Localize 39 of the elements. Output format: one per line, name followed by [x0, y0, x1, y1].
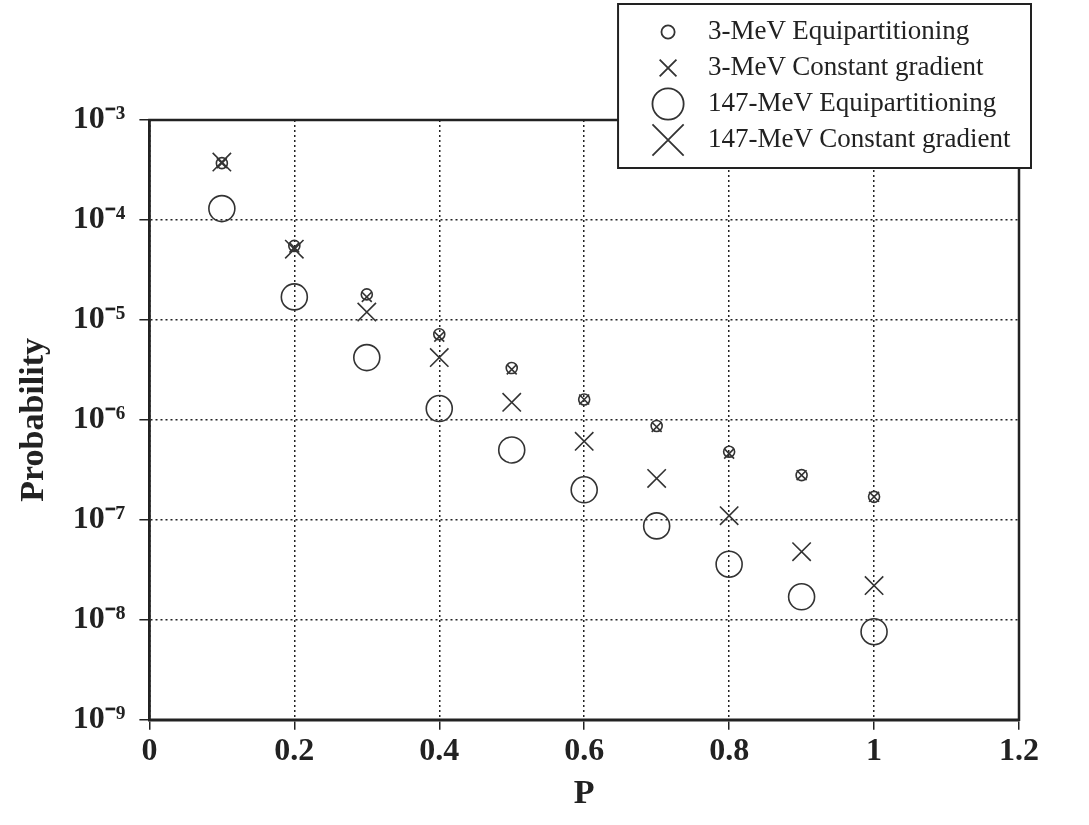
x-tick-label: 0.6 — [564, 731, 605, 768]
y-tick-label: 10⁻⁶ — [72, 399, 126, 436]
point — [715, 550, 743, 579]
y-tick-label: 10⁻³ — [72, 99, 126, 136]
point — [429, 347, 450, 368]
point — [864, 575, 885, 596]
x-tick-label: 0.2 — [274, 731, 315, 768]
x-tick-label: 0.4 — [419, 731, 460, 768]
legend-label: 3-MeV Equipartitioning — [708, 15, 970, 46]
point — [356, 302, 377, 323]
x-tick-label: 1.2 — [999, 731, 1039, 768]
x-tick-label: 0 — [141, 731, 158, 768]
point — [570, 475, 598, 504]
point — [280, 283, 309, 311]
y-tick-label: 10⁻⁴ — [72, 199, 126, 236]
y-tick-label: 10⁻⁷ — [72, 499, 126, 536]
x-axis-title: P — [573, 773, 595, 811]
x-tick-label: 1 — [866, 731, 883, 768]
point — [646, 468, 667, 489]
point — [642, 512, 671, 540]
point — [208, 194, 236, 223]
point — [284, 239, 305, 260]
y-tick-label: 10⁻⁵ — [72, 299, 126, 336]
y-axis-title: Probability — [13, 338, 51, 502]
point — [574, 431, 595, 452]
point — [353, 343, 381, 372]
legend-label: 147-MeV Equipartitioning — [708, 87, 997, 118]
y-tick-label: 10⁻⁹ — [72, 699, 126, 736]
point — [719, 505, 740, 526]
y-tick-label: 10⁻⁸ — [72, 599, 126, 636]
x-tick-label: 0.8 — [709, 731, 750, 768]
point — [425, 394, 454, 423]
point — [787, 583, 816, 611]
point — [501, 392, 522, 413]
point — [497, 436, 526, 464]
legend-label: 147-MeV Constant gradient — [708, 123, 1012, 154]
point — [860, 617, 888, 646]
point — [791, 541, 812, 562]
legend-label: 3-MeV Constant gradient — [708, 51, 985, 82]
